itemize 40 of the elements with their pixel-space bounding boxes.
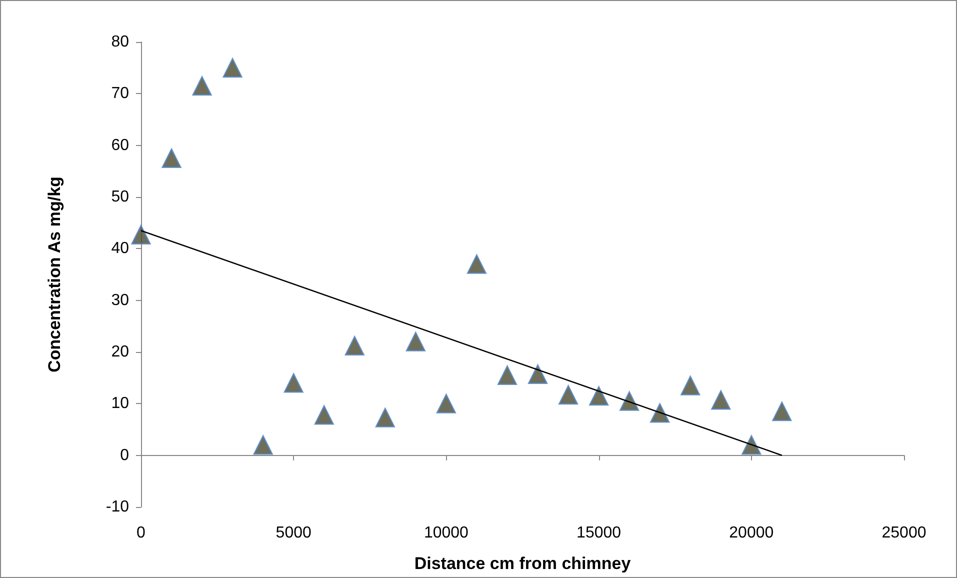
point — [284, 373, 304, 393]
point — [620, 391, 640, 411]
y-tick-label: 40 — [111, 240, 130, 258]
point — [344, 336, 364, 356]
point — [558, 385, 578, 405]
point — [406, 332, 426, 352]
y-tick-label: 70 — [111, 85, 130, 102]
x-tick-label: 15000 — [576, 524, 622, 542]
point — [131, 224, 151, 244]
y-tick-label: 80 — [111, 34, 130, 50]
y-tick-label: -10 — [106, 498, 130, 516]
point — [162, 148, 182, 168]
y-tick-label: 50 — [111, 188, 130, 206]
point — [375, 408, 395, 428]
point — [711, 390, 731, 410]
point — [742, 435, 762, 455]
point — [497, 366, 517, 385]
point — [772, 402, 792, 422]
point — [222, 58, 242, 78]
point — [436, 394, 456, 414]
x-tick-label: 20000 — [729, 524, 774, 542]
point — [253, 435, 273, 455]
y-tick-label: 0 — [120, 446, 130, 464]
y-tick-label: 20 — [111, 344, 130, 360]
y-axis-title: Concentration As mg/kg — [45, 176, 64, 372]
point — [650, 403, 670, 423]
point — [314, 405, 334, 425]
x-tick-label: 5000 — [276, 524, 312, 542]
y-tick-label: 30 — [111, 292, 130, 309]
y-tick-label: 60 — [111, 136, 130, 154]
point — [589, 386, 609, 406]
point — [528, 364, 548, 384]
x-tick-label: 10000 — [424, 524, 469, 542]
point — [466, 254, 486, 274]
x-tick-label: 0 — [136, 524, 146, 542]
y-tick-label: 10 — [111, 395, 130, 412]
x-tick-label: 25000 — [882, 524, 926, 542]
x-axis-title: Distance cm from chimney — [414, 554, 632, 573]
point — [192, 76, 212, 96]
point — [680, 376, 700, 396]
